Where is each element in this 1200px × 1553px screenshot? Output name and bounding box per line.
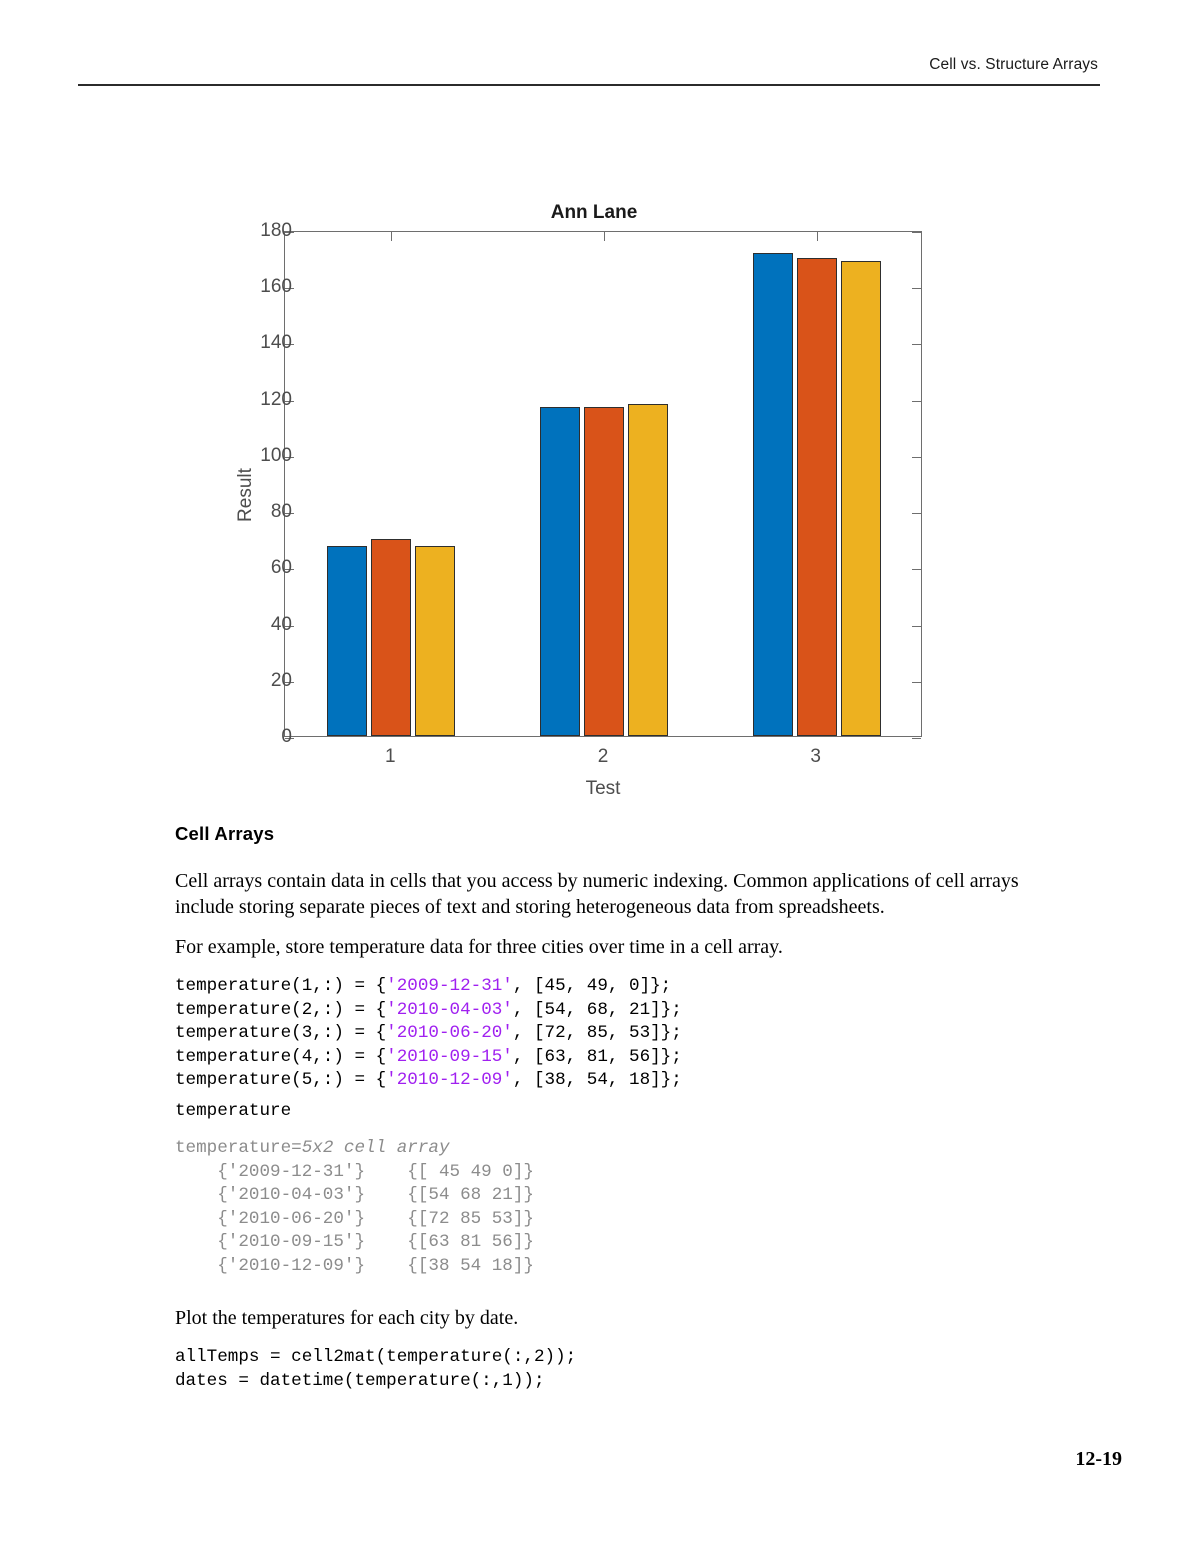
chart-y-tick-mark	[285, 513, 294, 515]
code-token-plain: , [38, 54, 18]};	[512, 1070, 682, 1090]
chart-bar	[796, 258, 837, 736]
output-token-type: 5x2 cell array	[301, 1138, 450, 1158]
header-divider	[78, 84, 1100, 86]
chart-bar	[752, 252, 793, 736]
chart-y-tick-mark	[285, 288, 294, 290]
code-token-plain: temperature(1,:) = {	[175, 976, 387, 996]
chart-y-tick-label: 100	[260, 444, 292, 466]
code-token-plain: temperature(3,:) = {	[175, 1023, 387, 1043]
code-token-string: '2009-12-31'	[386, 976, 513, 996]
chart-y-tick-mark	[285, 344, 294, 346]
chart-y-tick-mark	[912, 625, 921, 627]
chart-title: Ann Lane	[550, 202, 638, 223]
code-token-string: '2010-12-09'	[386, 1070, 513, 1090]
output-line: temperature=5x2 cell array	[175, 1137, 534, 1161]
code-block-plot-setup: allTemps = cell2mat(temperature(:,2)); d…	[175, 1347, 577, 1391]
code-line: temperature(1,:) = {'2009-12-31', [45, 4…	[175, 975, 682, 999]
bar-chart-figure: Ann Lane Result Test 0 20 40 60 80 100 120 140 1…	[200, 198, 940, 799]
chart-y-tick-label: 160	[260, 276, 292, 298]
chart-plot-inner	[285, 232, 921, 739]
code-line: temperature(5,:) = {'2010-12-09', [38, 5…	[175, 1069, 682, 1093]
code-token-string: '2010-06-20'	[386, 1023, 513, 1043]
section-heading-cell-arrays: Cell Arrays	[175, 823, 275, 844]
chart-y-tick-mark	[912, 738, 921, 739]
code-line: temperature(2,:) = {'2010-04-03', [54, 6…	[175, 999, 682, 1023]
chart-bar	[627, 403, 668, 736]
chart-bar	[415, 546, 456, 736]
output-token-plain: temperature=	[175, 1138, 302, 1158]
code-token-plain: , [54, 68, 21]};	[512, 999, 682, 1020]
chart-y-tick-label: 60	[270, 557, 292, 579]
paragraph-example-intro: For example, store temperature data for …	[175, 936, 783, 958]
chart-bar	[840, 260, 881, 736]
chart-bar	[540, 407, 580, 736]
chart-y-tick-mark	[912, 681, 921, 683]
code-token-plain: temperature(2,:) = {	[175, 999, 387, 1020]
chart-y-tick-mark	[285, 738, 294, 739]
output-block-temperature-cell-array: temperature=5x2 cell array {'2009-12-31'…	[175, 1137, 534, 1278]
output-line: {'2010-09-15'} {[63 81 56]}	[175, 1232, 534, 1252]
chart-y-tick-mark	[285, 400, 294, 402]
page-number: 12-19	[1075, 1448, 1122, 1470]
chart-y-tick-mark	[285, 232, 294, 233]
chart-y-tick-label: 20	[270, 669, 292, 691]
code-line: temperature(3,:) = {'2010-06-20', [72, 8…	[175, 1022, 682, 1046]
page-header: Cell vs. Structure Arrays	[78, 56, 1100, 90]
code-token-string: '2010-09-15'	[386, 1046, 513, 1067]
chart-y-tick-mark	[285, 456, 294, 458]
code-block-temperature-assignments: temperature(1,:) = {'2009-12-31', [45, 4…	[175, 975, 682, 1093]
chart-bar	[327, 546, 368, 736]
chart-bar	[371, 539, 412, 736]
chart-y-tick-label: 80	[270, 501, 292, 523]
code-token-plain: , [45, 49, 0]};	[512, 976, 672, 996]
code-token-plain: temperature(4,:) = {	[175, 1046, 387, 1067]
output-line: {'2010-06-20'} {[72 85 53]}	[175, 1208, 534, 1229]
chart-y-tick-label: 180	[260, 220, 292, 241]
output-line: {'2010-04-03'} {[54 68 21]}	[175, 1185, 534, 1205]
chart-y-tick-label: 0	[281, 726, 292, 747]
chart-plot-area	[284, 231, 922, 739]
code-token-plain: temperature(5,:) = {	[175, 1070, 387, 1090]
chart-y-tick-mark	[912, 456, 921, 458]
chart-y-tick-mark	[912, 569, 921, 571]
chart-y-tick-mark	[285, 569, 294, 571]
chart-y-tick-mark	[912, 232, 921, 233]
chart-x-tick-mark	[816, 232, 818, 241]
chart-y-tick-mark	[912, 288, 921, 290]
output-line: {'2010-12-09'} {[38 54 18]}	[175, 1255, 534, 1276]
chart-y-tick-mark	[912, 400, 921, 402]
chart-y-tick-label: 140	[260, 332, 292, 354]
chart-x-tick-label: 3	[810, 746, 821, 767]
chart-bar	[584, 406, 624, 736]
code-token-string: '2010-04-03'	[386, 999, 513, 1020]
chart-x-axis-label: Test	[585, 778, 621, 799]
chart-x-tick-label: 1	[385, 746, 396, 767]
chart-y-tick-mark	[912, 513, 921, 515]
chart-y-tick-label: 120	[260, 388, 292, 410]
chart-x-tick-label: 2	[597, 746, 609, 767]
code-block-display-variable: temperature	[175, 1101, 292, 1121]
header-title: Cell vs. Structure Arrays	[929, 56, 1098, 73]
chart-y-tick-mark	[912, 344, 921, 346]
chart-x-tick-mark	[391, 232, 393, 241]
code-token-plain: , [72, 85, 53]};	[512, 1023, 682, 1043]
paragraph-cell-arrays-intro: Cell arrays contain data in cells that y…	[175, 870, 1019, 918]
paragraph-plot-intro: Plot the temperatures for each city by d…	[175, 1307, 519, 1329]
chart-y-tick-mark	[285, 681, 294, 683]
code-line: temperature(4,:) = {'2010-09-15', [63, 8…	[175, 1046, 682, 1070]
chart-x-tick-mark	[604, 232, 605, 241]
chart-y-tick-mark	[285, 625, 294, 627]
output-line: {'2009-12-31'} {[ 45 49 0]}	[175, 1161, 534, 1182]
code-token-plain: , [63, 81, 56]};	[512, 1046, 682, 1067]
chart-y-tick-label: 40	[270, 613, 292, 635]
